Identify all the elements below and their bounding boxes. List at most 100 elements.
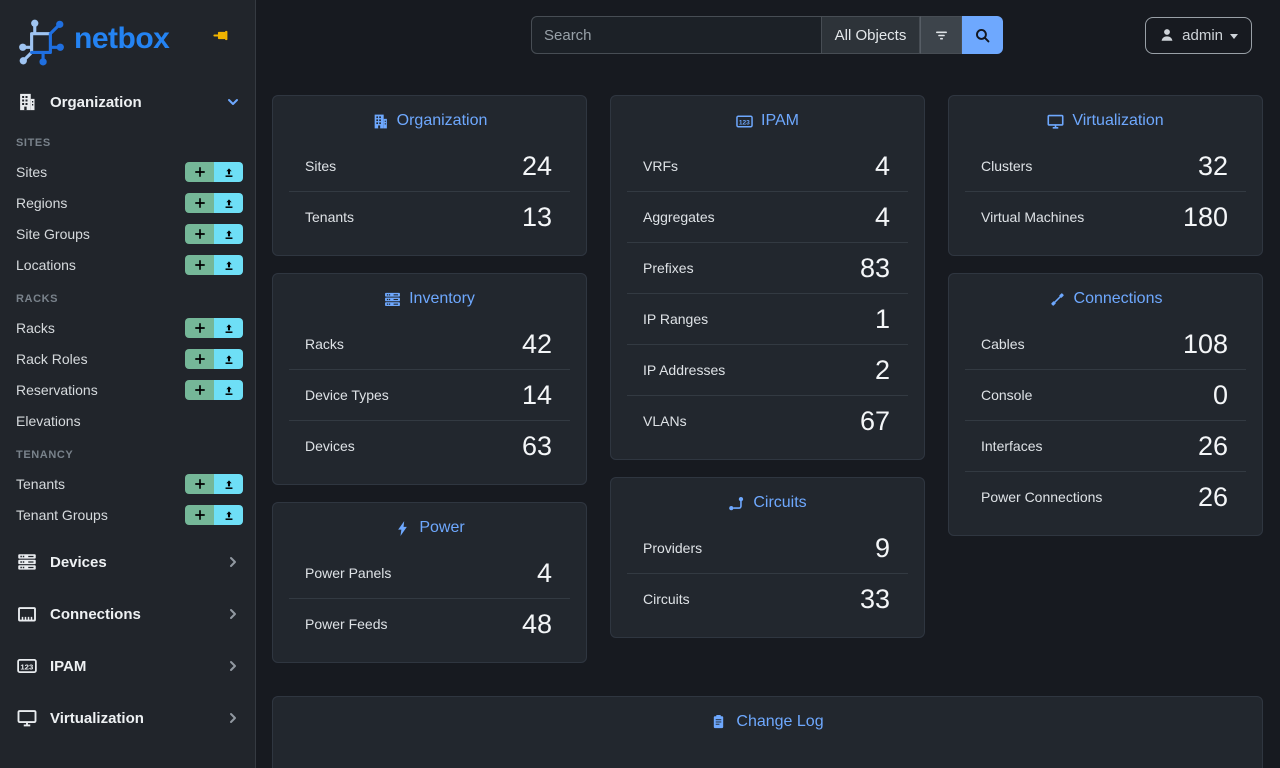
sidebar-link-sites[interactable]: Sites bbox=[16, 163, 48, 180]
account-dropdown[interactable]: admin bbox=[1145, 16, 1252, 54]
card-virtualization-title[interactable]: Virtualization bbox=[949, 112, 1262, 130]
stat-label[interactable]: Cables bbox=[981, 336, 1025, 352]
card-connections-title[interactable]: Connections bbox=[949, 290, 1262, 308]
import-button[interactable] bbox=[214, 473, 243, 494]
card-title-text: Circuits bbox=[753, 494, 807, 511]
sidebar-link-locations[interactable]: Locations bbox=[16, 256, 76, 273]
netbox-logo[interactable] bbox=[16, 16, 66, 66]
import-button[interactable] bbox=[214, 161, 243, 182]
filter-button[interactable] bbox=[920, 16, 962, 54]
clipboard-icon bbox=[711, 714, 728, 731]
stat-value[interactable]: 67 bbox=[859, 405, 890, 436]
sidebar-group-devices[interactable]: Devices bbox=[0, 536, 255, 588]
stat-value[interactable]: 26 bbox=[1197, 481, 1228, 512]
sidebar-group-ipam[interactable]: 123 IPAM bbox=[0, 640, 255, 692]
card-inventory-title[interactable]: Inventory bbox=[273, 290, 586, 308]
add-button[interactable] bbox=[185, 254, 214, 275]
sidebar-link-site-groups[interactable]: Site Groups bbox=[16, 225, 90, 242]
add-button[interactable] bbox=[185, 223, 214, 244]
stat-value[interactable]: 14 bbox=[521, 379, 552, 410]
stat-label[interactable]: Device Types bbox=[305, 387, 389, 403]
sidebar-item-racks: Racks bbox=[0, 312, 255, 343]
search-scope-dropdown[interactable]: All Objects bbox=[822, 16, 920, 54]
stat-value[interactable]: 32 bbox=[1197, 150, 1228, 181]
stat-label[interactable]: Aggregates bbox=[643, 209, 715, 225]
import-button[interactable] bbox=[214, 379, 243, 400]
stat-value[interactable]: 180 bbox=[1182, 201, 1228, 232]
import-button[interactable] bbox=[214, 192, 243, 213]
sidebar-group-organization[interactable]: Organization bbox=[0, 80, 255, 124]
stat-value[interactable]: 0 bbox=[1212, 379, 1228, 410]
stat-label[interactable]: Interfaces bbox=[981, 438, 1043, 454]
search-input[interactable] bbox=[531, 16, 822, 54]
stat-value[interactable]: 33 bbox=[859, 583, 890, 614]
sidebar-link-regions[interactable]: Regions bbox=[16, 194, 68, 211]
sidebar-link-rack-roles[interactable]: Rack Roles bbox=[16, 350, 88, 367]
stat-label[interactable]: Sites bbox=[305, 158, 337, 174]
stat-label[interactable]: Providers bbox=[643, 540, 703, 556]
card-ipam-title[interactable]: 123 IPAM bbox=[611, 112, 924, 130]
stat-value[interactable]: 4 bbox=[874, 201, 890, 232]
stat-label[interactable]: IP Addresses bbox=[643, 362, 726, 378]
sidebar-link-reservations[interactable]: Reservations bbox=[16, 381, 98, 398]
sidebar-group-virtualization[interactable]: Virtualization bbox=[0, 692, 255, 744]
brand-name[interactable]: netbox bbox=[74, 22, 170, 55]
stat-value[interactable]: 83 bbox=[859, 252, 890, 283]
import-button[interactable] bbox=[214, 223, 243, 244]
stat-label[interactable]: Clusters bbox=[981, 158, 1033, 174]
monitor-icon bbox=[17, 708, 37, 728]
stat-label[interactable]: Power Panels bbox=[305, 565, 392, 581]
sidebar-nav: Organization SITES Sites Regions bbox=[0, 80, 255, 744]
import-button[interactable] bbox=[214, 254, 243, 275]
stat-label[interactable]: Devices bbox=[305, 438, 355, 454]
card-changelog-title[interactable]: Change Log bbox=[273, 713, 1262, 731]
add-button[interactable] bbox=[185, 192, 214, 213]
stat-label[interactable]: Console bbox=[981, 387, 1033, 403]
sidebar-link-tenant-groups[interactable]: Tenant Groups bbox=[16, 506, 108, 523]
card-circuits-title[interactable]: Circuits bbox=[611, 494, 924, 512]
add-button[interactable] bbox=[185, 473, 214, 494]
stat-value[interactable]: 48 bbox=[521, 608, 552, 639]
card-title-text: Virtualization bbox=[1072, 112, 1164, 129]
sidebar-link-elevations[interactable]: Elevations bbox=[16, 412, 81, 429]
stat-value[interactable]: 42 bbox=[521, 328, 552, 359]
card-power-title[interactable]: Power bbox=[273, 519, 586, 537]
sidebar-item-locations: Locations bbox=[0, 249, 255, 280]
import-button[interactable] bbox=[214, 348, 243, 369]
stat-value[interactable]: 26 bbox=[1197, 430, 1228, 461]
stat-value[interactable]: 108 bbox=[1182, 328, 1228, 359]
add-button[interactable] bbox=[185, 504, 214, 525]
stat-value[interactable]: 2 bbox=[874, 354, 890, 385]
pin-sidebar-button[interactable] bbox=[213, 29, 231, 42]
stat-label[interactable]: Racks bbox=[305, 336, 344, 352]
add-button[interactable] bbox=[185, 317, 214, 338]
add-button[interactable] bbox=[185, 348, 214, 369]
stat-value[interactable]: 4 bbox=[536, 557, 552, 588]
stat-label[interactable]: Tenants bbox=[305, 209, 355, 225]
sidebar-link-tenants[interactable]: Tenants bbox=[16, 475, 66, 492]
import-button[interactable] bbox=[214, 317, 243, 338]
sidebar-group-connections[interactable]: Connections bbox=[0, 588, 255, 640]
import-button[interactable] bbox=[214, 504, 243, 525]
add-button[interactable] bbox=[185, 161, 214, 182]
add-button[interactable] bbox=[185, 379, 214, 400]
stat-value[interactable]: 9 bbox=[874, 532, 890, 563]
stat-value[interactable]: 13 bbox=[521, 201, 552, 232]
stat-label[interactable]: Circuits bbox=[643, 591, 690, 607]
stat-value[interactable]: 24 bbox=[521, 150, 552, 181]
stat-label[interactable]: Power Connections bbox=[981, 489, 1103, 505]
stat-value[interactable]: 1 bbox=[874, 303, 890, 334]
stat-value[interactable]: 4 bbox=[874, 150, 890, 181]
card-organization-title[interactable]: Organization bbox=[273, 112, 586, 130]
stat-label[interactable]: VLANs bbox=[643, 413, 687, 429]
stat-label[interactable]: Prefixes bbox=[643, 260, 694, 276]
divider bbox=[965, 420, 1246, 421]
stat-label[interactable]: VRFs bbox=[643, 158, 678, 174]
pin-icon bbox=[213, 29, 231, 42]
stat-label[interactable]: Virtual Machines bbox=[981, 209, 1085, 225]
stat-label[interactable]: Power Feeds bbox=[305, 616, 388, 632]
search-button[interactable] bbox=[962, 16, 1003, 54]
stat-value[interactable]: 63 bbox=[521, 430, 552, 461]
sidebar-link-racks[interactable]: Racks bbox=[16, 319, 55, 336]
stat-label[interactable]: IP Ranges bbox=[643, 311, 709, 327]
